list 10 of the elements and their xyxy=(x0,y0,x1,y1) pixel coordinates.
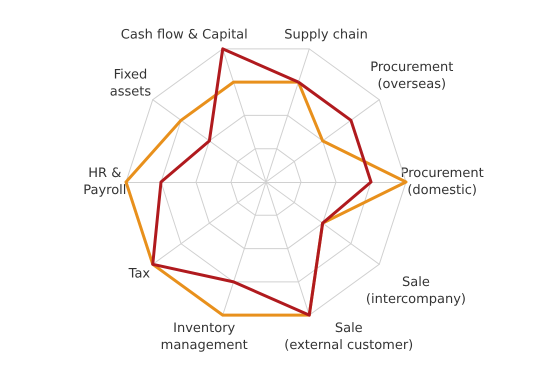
spoke-label: Sale (external customer) xyxy=(284,321,414,354)
spoke-label: HR & Payroll xyxy=(83,166,126,198)
spoke-label: Inventory management xyxy=(160,321,248,354)
spoke-label: Supply chain xyxy=(284,28,368,43)
spoke-label: Fixed assets xyxy=(110,68,152,100)
spoke-label: Sale (intercompany) xyxy=(366,274,466,307)
spoke-label: Procurement (domestic) xyxy=(400,166,484,198)
spoke-label: Tax xyxy=(128,266,150,282)
spoke-label: Procurement (overseas) xyxy=(370,60,454,92)
spoke-label: Cash flow & Capital xyxy=(120,28,248,43)
